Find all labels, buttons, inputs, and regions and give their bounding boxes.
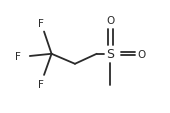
- Text: O: O: [106, 16, 114, 26]
- Text: F: F: [15, 52, 21, 61]
- Text: F: F: [38, 79, 44, 89]
- Text: F: F: [38, 18, 44, 28]
- Text: S: S: [106, 48, 114, 61]
- Text: O: O: [138, 49, 146, 59]
